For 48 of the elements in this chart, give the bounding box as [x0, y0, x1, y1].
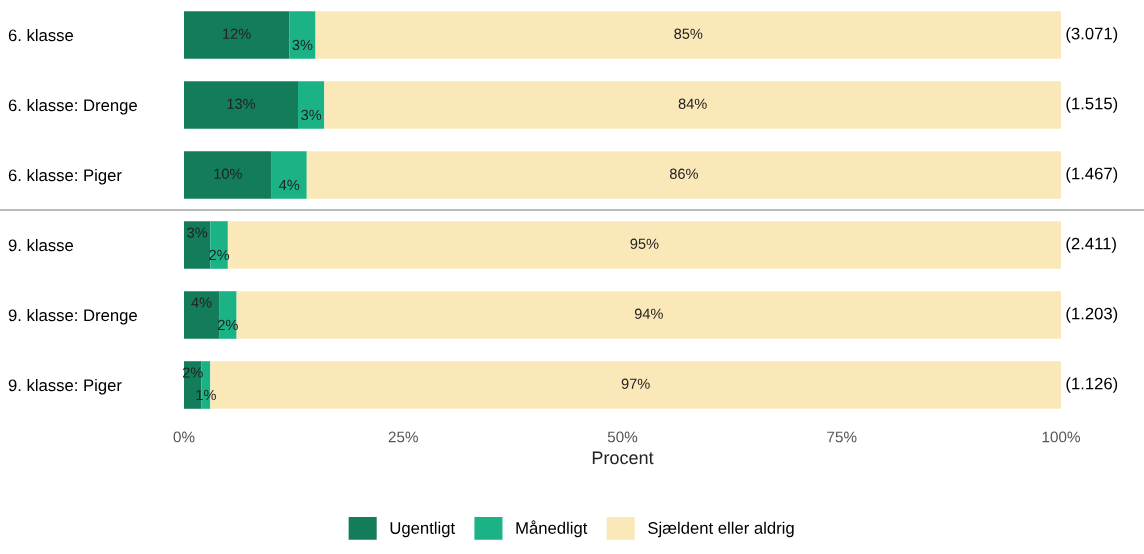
data-label: 95% [630, 238, 659, 249]
data-label: 86% [669, 168, 698, 179]
text: (1.515) [1066, 97, 1118, 113]
bar [184, 151, 272, 199]
legend-label: Månedligt [516, 520, 588, 538]
legend-label: Ugentligt [390, 521, 455, 538]
data-label: 3% [301, 109, 322, 121]
x-axis-title: Procent [592, 451, 654, 465]
data-label: 3% [187, 227, 208, 238]
y-tick-label: 9. klasse [8, 238, 74, 252]
bar [184, 221, 211, 269]
y-tick-label: 6. klasse: Drenge [8, 98, 137, 115]
bar [298, 81, 325, 129]
data-label: 85% [674, 28, 703, 39]
x-tick-label: 50% [607, 431, 638, 443]
bar [315, 11, 1061, 59]
y-tick-label: 9. klasse: Drenge [8, 308, 137, 325]
bar [236, 291, 1061, 339]
bar [324, 81, 1061, 129]
data-label: 12% [223, 28, 251, 39]
text: (1.126) [1066, 377, 1118, 393]
data-label: 10% [214, 168, 242, 179]
y-tick-label: 6. klasse [8, 28, 74, 42]
data-label: 4% [279, 179, 300, 191]
y-tick-label: 9. klasse: Piger [8, 378, 122, 395]
text: (1.467) [1066, 167, 1118, 183]
bar [306, 151, 1061, 199]
text: (3.071) [1066, 27, 1118, 43]
data-label: 4% [191, 297, 212, 308]
data-label: 97% [621, 378, 650, 389]
text: (2.411) [1066, 237, 1116, 253]
bar [184, 81, 299, 129]
x-tick-label: 100% [1042, 431, 1080, 443]
bar [271, 151, 307, 199]
data-label: 13% [227, 98, 256, 109]
bar [289, 11, 316, 59]
bar [184, 291, 220, 339]
legend-label: Sjældent eller aldrig [648, 521, 794, 538]
bar [227, 221, 1061, 269]
text: (1.203) [1066, 307, 1118, 323]
bar [184, 11, 290, 59]
x-tick-label: 0% [173, 431, 195, 443]
y-tick-label: 6. klasse: Piger [8, 168, 122, 185]
data-label: 3% [292, 39, 313, 51]
data-label: 84% [678, 98, 707, 109]
x-tick-label: 25% [388, 431, 418, 443]
x-tick-label: 75% [827, 431, 857, 443]
data-label: 94% [634, 308, 663, 319]
